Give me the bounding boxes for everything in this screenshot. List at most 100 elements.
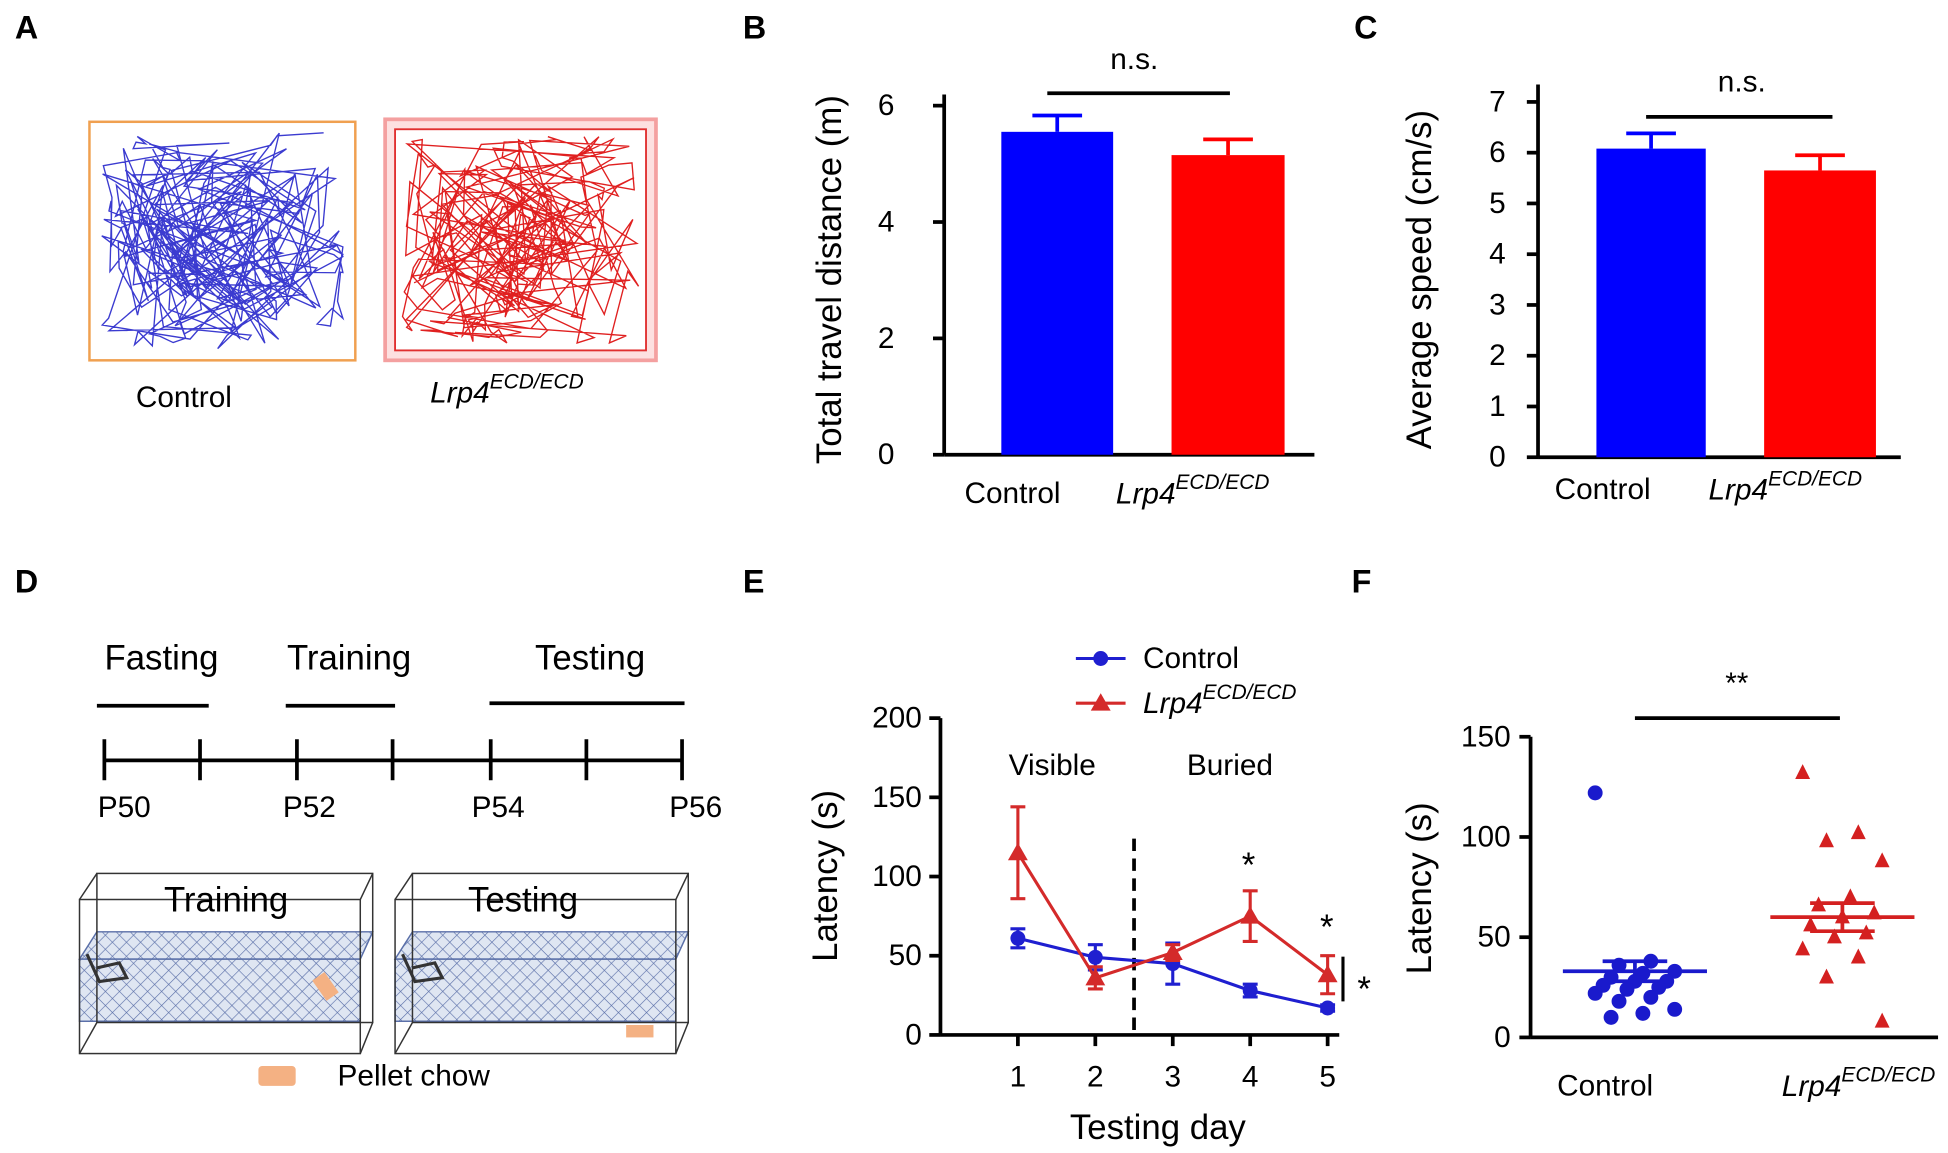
y-tick-label: 7 [1489,85,1506,118]
point [1874,852,1890,868]
trajectory [401,136,640,345]
annotation: * [1320,909,1334,947]
x-tick-label: 5 [1319,1061,1336,1094]
y-tick-label: 100 [872,860,922,893]
annotation: Buried [1187,749,1273,782]
arena-label: Lrp4ECD/ECD [430,370,584,409]
annotation: * [1242,847,1256,885]
arena [88,120,357,362]
trajectory [100,132,345,350]
x-axis-label: Testing day [1070,1109,1246,1147]
y-tick-label: 200 [872,702,922,735]
day-label: P54 [472,791,525,824]
point [1667,1001,1683,1017]
y-tick-label: 3 [1489,288,1506,321]
phase-label: Training [287,639,411,677]
pellet-swatch [258,1065,296,1086]
point [1240,906,1261,924]
y-tick-label: 150 [872,781,922,814]
y-axis-label: Latency (s) [807,790,845,962]
y-tick-label: 4 [1489,238,1506,271]
panel-label: A [15,9,38,45]
panel-label: C [1354,9,1377,45]
day-label: P52 [283,791,336,824]
y-tick-label: 4 [878,206,895,239]
legend-marker [1090,693,1111,711]
x-tick-label: 3 [1164,1061,1181,1094]
y-tick-label: 0 [905,1018,922,1051]
panel-label: D [15,563,38,599]
cage-label: Testing [468,882,578,920]
point [1874,1012,1890,1028]
point [1010,930,1026,946]
y-tick-label: 150 [1461,720,1511,753]
point [1320,1000,1336,1016]
point [1317,964,1338,983]
x-tick-label: Lrp4ECD/ECD [1708,467,1862,506]
y-tick-label: 2 [1489,339,1506,372]
legend-label: Pellet chow [338,1059,491,1092]
point [1635,1005,1651,1021]
x-tick-label: Control [964,477,1060,510]
y-axis-label: Latency (s) [1401,802,1439,974]
y-tick-label: 0 [1494,1021,1511,1054]
point [1643,989,1659,1005]
point [1007,842,1028,861]
y-tick-label: 2 [878,322,895,355]
arena-label: Control [136,381,232,414]
y-axis-label: Total travel distance (m) [811,95,849,464]
significance-label: n.s. [1718,66,1766,99]
legend-marker [1093,651,1109,666]
point [1850,824,1866,840]
phase-label: Fasting [104,639,218,677]
phase-label: Testing [535,639,645,677]
annotation: * [1357,971,1371,1009]
point [1242,983,1258,999]
y-tick-label: 100 [1461,820,1511,853]
x-tick-label: Control [1557,1069,1653,1102]
bar [1764,170,1876,458]
bar [1171,155,1285,455]
x-tick-label: Lrp4ECD/ECD [1782,1063,1936,1102]
significance-label: n.s. [1110,43,1158,76]
point [1795,940,1811,956]
point [1819,968,1834,984]
y-tick-label: 50 [889,939,922,972]
x-tick-label: 4 [1242,1061,1259,1094]
point [1803,916,1819,932]
point [1162,942,1183,961]
bar [1001,131,1114,455]
day-label: P56 [669,791,722,824]
sem-bar [1810,901,1875,934]
point [1842,888,1858,904]
panel-label: E [743,563,765,599]
y-tick-label: 50 [1478,921,1511,954]
point [1611,993,1627,1009]
trajectories [100,132,640,350]
point [1603,1009,1619,1025]
x-tick-label: Lrp4ECD/ECD [1116,471,1270,510]
point [1651,979,1667,995]
x-tick-label: Control [1555,473,1651,506]
y-tick-label: 6 [1489,136,1506,169]
y-tick-label: 0 [878,438,895,471]
point [1795,764,1811,780]
cage [78,872,374,1055]
point [1619,981,1635,997]
sem-bar [1602,959,1668,984]
panel-label: F [1352,563,1372,599]
legend-label: Control [1143,642,1239,675]
point [1587,785,1603,801]
point [1850,948,1866,964]
point [1587,985,1603,1001]
y-tick-label: 6 [878,89,895,122]
day-label: P50 [98,791,151,824]
legend-label: Lrp4ECD/ECD [1143,681,1297,720]
y-tick-label: 1 [1489,390,1506,423]
point [1826,928,1842,944]
x-tick-label: 1 [1010,1061,1027,1094]
significance-label: ** [1725,667,1749,700]
y-tick-label: 0 [1489,441,1506,474]
x-tick-label: 2 [1087,1061,1104,1094]
